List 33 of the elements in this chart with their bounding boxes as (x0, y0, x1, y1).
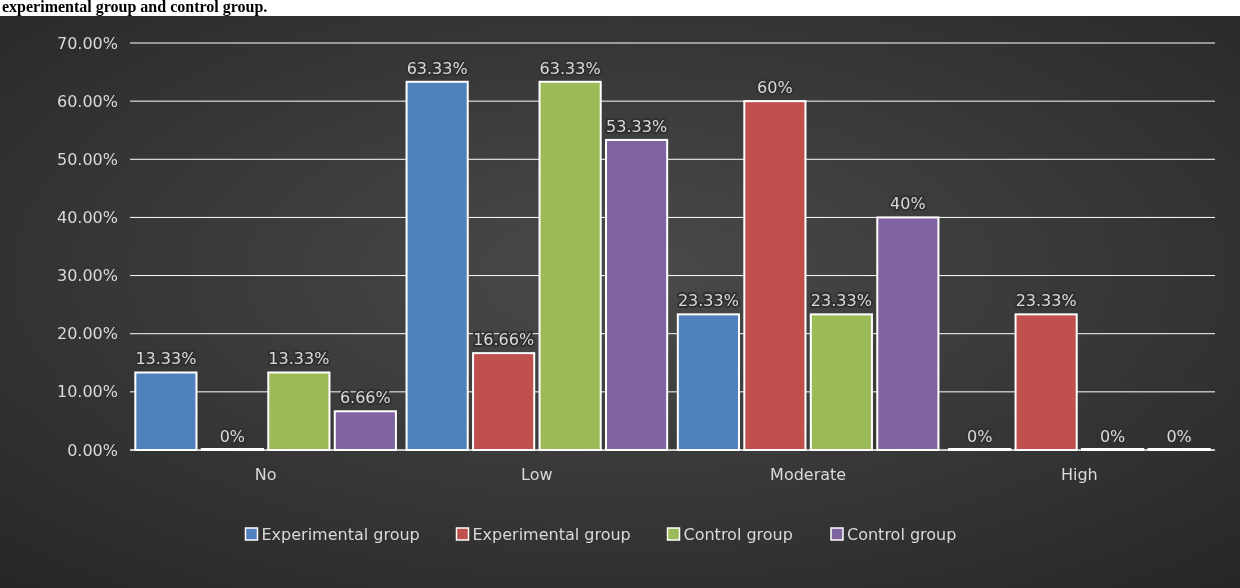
data-label: 0% (1166, 427, 1192, 446)
data-label: 60% (757, 78, 793, 98)
data-label: 23.33% (677, 291, 739, 311)
x-tick-label: No (254, 465, 277, 484)
data-label: 23.33% (810, 291, 872, 311)
y-tick-label: 0.00% (67, 440, 118, 460)
y-tick-label: 20.00% (56, 324, 118, 344)
legend-label: Control group (847, 524, 957, 544)
y-tick-label: 70.00% (56, 33, 118, 53)
data-label: 16.66% (473, 330, 535, 350)
data-label: 0% (219, 427, 246, 446)
y-tick-label: 30.00% (56, 266, 118, 286)
x-tick-label: Moderate (770, 465, 847, 484)
data-label: 40% (890, 194, 926, 214)
x-tick-label: Low (521, 465, 553, 484)
chart-title: experimental group and control group. (2, 0, 268, 16)
data-label: 0% (1099, 427, 1126, 446)
y-tick-label: 40.00% (56, 208, 118, 228)
data-label: 13.33% (135, 349, 197, 369)
y-tick-label: 60.00% (56, 91, 118, 111)
data-label: 13.33% (268, 349, 330, 369)
x-tick-label: High (1060, 465, 1098, 484)
data-label: 0% (966, 427, 993, 446)
data-label: 6.66% (339, 388, 391, 408)
data-label: 63.33% (539, 58, 601, 78)
legend-label: Control group (683, 524, 793, 544)
y-tick-label: 10.00% (56, 382, 118, 402)
data-label: 63.33% (406, 58, 468, 78)
data-label: 23.33% (1015, 291, 1077, 311)
data-label: 53.33% (606, 116, 668, 136)
legend-label: Experimental group (261, 524, 420, 544)
y-tick-label: 50.00% (56, 149, 118, 169)
legend-label: Experimental group (472, 524, 631, 544)
